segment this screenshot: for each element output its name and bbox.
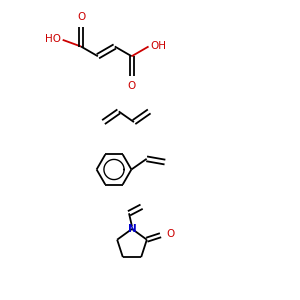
Text: O: O xyxy=(128,81,136,91)
Text: N: N xyxy=(128,224,136,234)
Text: O: O xyxy=(166,229,174,239)
Text: O: O xyxy=(77,12,85,22)
Text: OH: OH xyxy=(150,40,166,51)
Text: HO: HO xyxy=(45,34,61,44)
